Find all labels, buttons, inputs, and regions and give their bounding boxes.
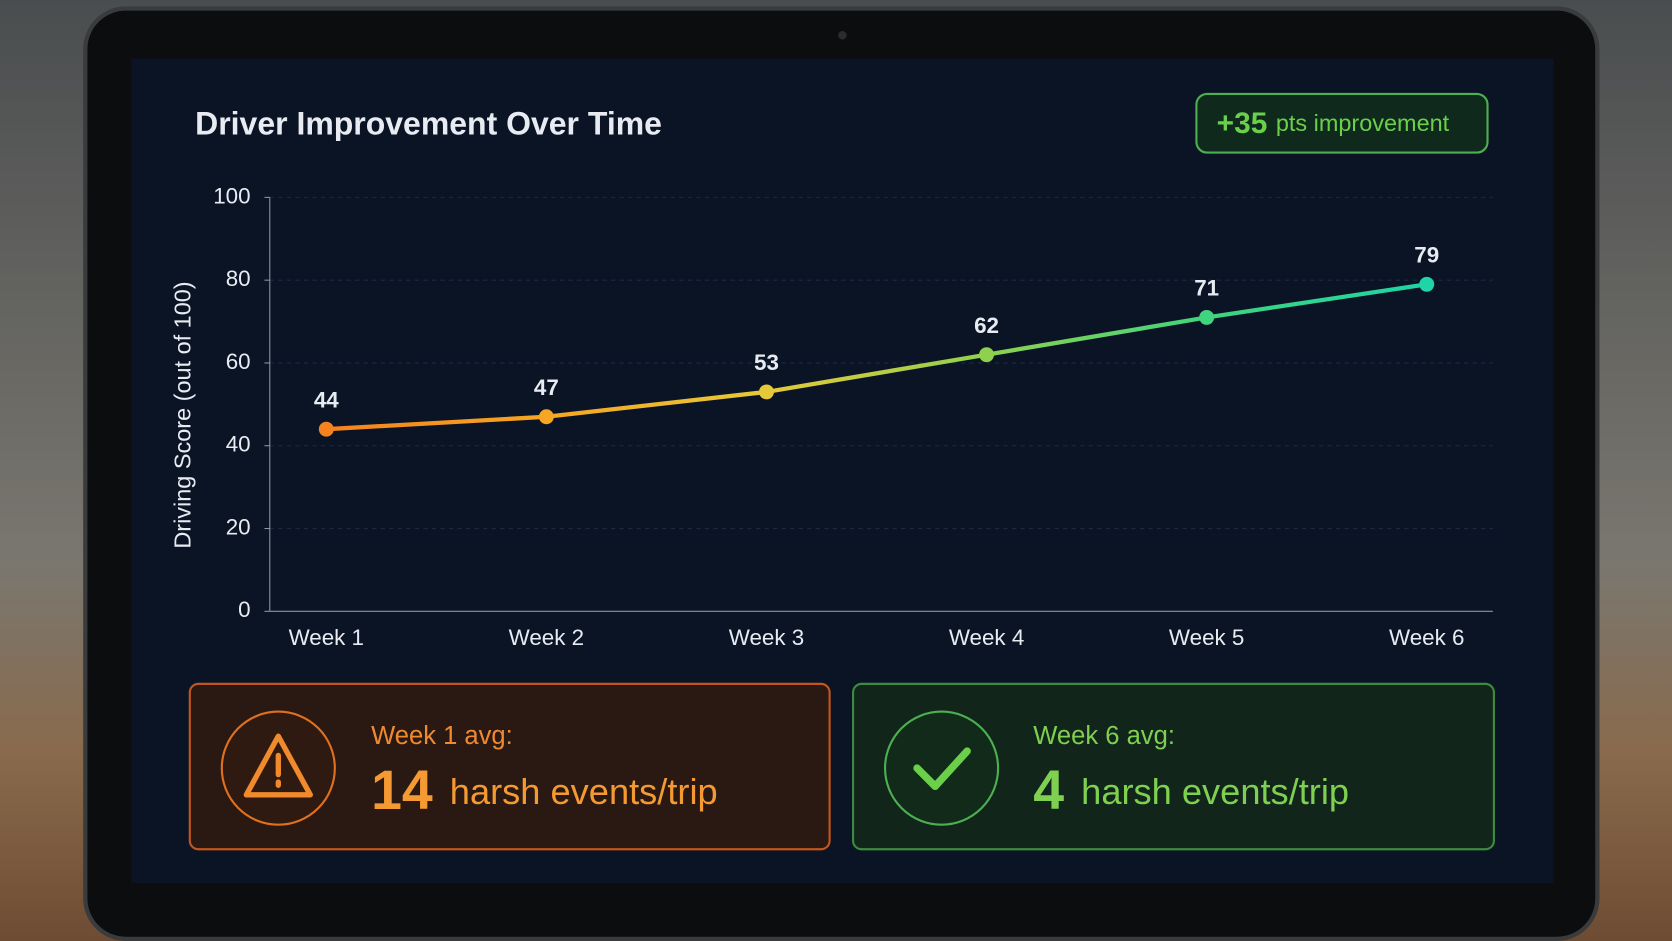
card-label: Week 1 avg:	[371, 722, 513, 750]
y-tick-label: 0	[238, 597, 250, 622]
point	[1419, 276, 1435, 292]
data-label: 79	[1414, 242, 1439, 267]
improvement-badge	[1195, 92, 1489, 154]
y-tick-label: 60	[226, 349, 251, 374]
warning-icon	[243, 733, 313, 798]
score-line	[324, 282, 1429, 432]
badge-text: +35 pts improvement	[1217, 107, 1450, 140]
point	[1199, 309, 1215, 325]
badge-number: +35	[1217, 107, 1268, 140]
week1-card	[188, 682, 831, 851]
data-label: 71	[1194, 276, 1219, 301]
badge-label: pts improvement	[1276, 110, 1450, 136]
x-tick-label: Week 3	[729, 625, 804, 650]
x-tick-label: Week 5	[1169, 625, 1244, 650]
card-value: 14 harsh events/trip	[371, 758, 718, 820]
y-axis-label: Driving Score (out of 100)	[170, 281, 196, 548]
card-text: harsh events/trip	[1081, 770, 1349, 811]
data-label: 47	[534, 375, 559, 400]
point	[538, 409, 554, 425]
data-label: 62	[974, 313, 999, 338]
point	[759, 384, 774, 400]
chart-title: Driver Improvement Over Time	[195, 105, 662, 141]
data-label: 53	[754, 350, 779, 375]
check-icon	[913, 747, 971, 791]
y-tick-label: 20	[226, 514, 251, 539]
camera	[838, 30, 847, 40]
card-number: 4	[1033, 758, 1064, 820]
week6-card	[851, 682, 1495, 851]
y-tick-label: 100	[213, 183, 250, 208]
x-tick-label: Week 2	[509, 625, 584, 650]
card-number: 14	[371, 758, 433, 820]
point	[318, 421, 334, 437]
card-value: 4 harsh events/trip	[1033, 758, 1349, 820]
y-tick-label: 80	[226, 266, 251, 291]
x-tick-label: Week 1	[289, 625, 364, 650]
check-circle	[883, 710, 1000, 826]
card-text: harsh events/trip	[450, 770, 718, 811]
card-label: Week 6 avg:	[1033, 722, 1175, 750]
point	[979, 347, 995, 363]
plot: 0 20 40 60 80 100 Week 1 Week 2 Week 3 Week 4 Week…	[213, 183, 1493, 650]
x-tick-label: Week 4	[949, 625, 1024, 650]
y-tick-label: 40	[226, 432, 251, 457]
data-label: 44	[314, 387, 339, 412]
x-tick-label: Week 6	[1389, 625, 1464, 650]
